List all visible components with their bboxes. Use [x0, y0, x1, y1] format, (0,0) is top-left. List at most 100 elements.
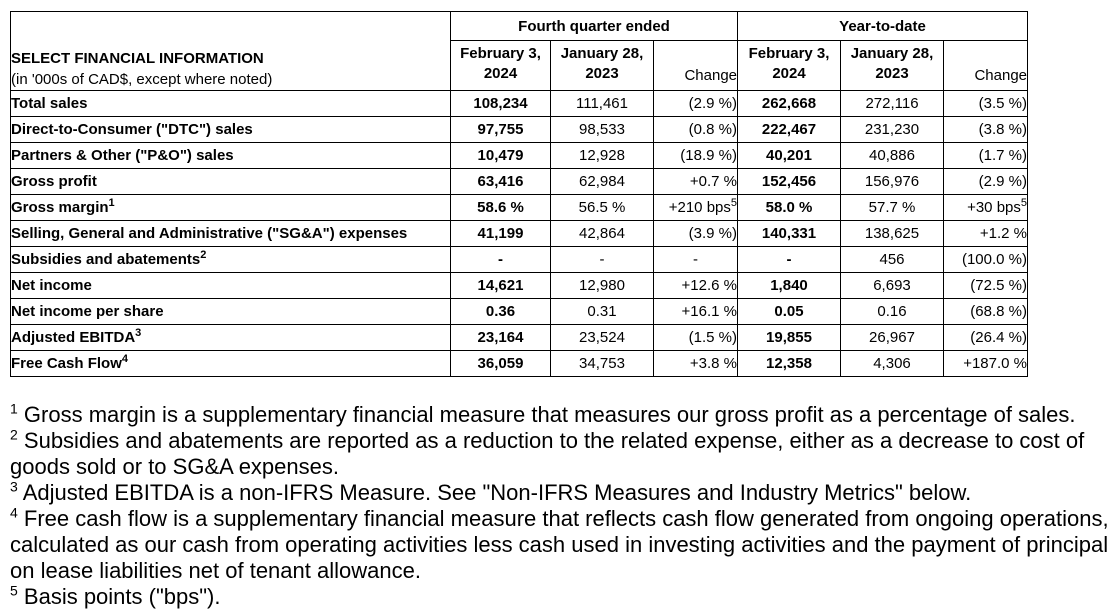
footnote-marker: 1: [108, 197, 115, 209]
cell: 12,358: [737, 350, 841, 377]
row-label: Subsidies and abatements2: [10, 246, 451, 273]
cell: (100.0 %): [943, 246, 1028, 273]
cell: 138,625: [840, 220, 944, 247]
cell: 58.6 %: [450, 194, 551, 221]
row-label: Gross profit: [10, 168, 451, 195]
footnote-marker: 3: [135, 327, 142, 339]
cell: 14,621: [450, 272, 551, 299]
cell: +3.8 %: [653, 350, 738, 377]
cell: 108,234: [450, 90, 551, 117]
cell: 63,416: [450, 168, 551, 195]
group-header-row: SELECT FINANCIAL INFORMATION (in '000s o…: [10, 11, 1028, 91]
cell: (1.5 %): [653, 324, 738, 351]
cell: 4,306: [840, 350, 944, 377]
row-label: Free Cash Flow4: [10, 350, 451, 377]
cell: +16.1 %: [653, 298, 738, 325]
table-row: Net income per share 0.36 0.31 +16.1 % 0.05 0…: [10, 298, 1028, 325]
cell: 23,164: [450, 324, 551, 351]
cell: 6,693: [840, 272, 944, 299]
cell: 40,201: [737, 142, 841, 169]
footnote-marker: 5: [1020, 197, 1027, 209]
row-label: Total sales: [10, 90, 451, 117]
cell: -: [653, 246, 738, 273]
footnote-4: 4 Free cash flow is a supplementary fina…: [10, 504, 1109, 583]
cell: (0.8 %): [653, 116, 738, 143]
cell: 12,980: [550, 272, 654, 299]
cell: 156,976: [840, 168, 944, 195]
cell: -: [450, 246, 551, 273]
cell: 0.31: [550, 298, 654, 325]
table-row: Free Cash Flow4 36,059 34,753 +3.8 % 12,358 4…: [10, 350, 1028, 377]
table-row: Direct-to-Consumer ("DTC") sales 97,755 98…: [10, 116, 1028, 143]
cell: 456: [840, 246, 944, 273]
cell: 34,753: [550, 350, 654, 377]
cell: 0.05: [737, 298, 841, 325]
row-label: Net income per share: [10, 298, 451, 325]
group-header-fourth-quarter: Fourth quarter ended: [450, 11, 738, 41]
table-row: Total sales 108,234 111,461 (2.9 %) 262,668 2…: [10, 90, 1028, 117]
cell: 23,524: [550, 324, 654, 351]
cell: (2.9 %): [943, 168, 1028, 195]
row-label: Adjusted EBITDA3: [10, 324, 451, 351]
cell: 262,668: [737, 90, 841, 117]
cell: +1.2 %: [943, 220, 1028, 247]
cell: 0.36: [450, 298, 551, 325]
cell: +0.7 %: [653, 168, 738, 195]
footnote-number: 1: [10, 400, 18, 417]
footnote-number: 3: [10, 478, 18, 495]
cell: 26,967: [840, 324, 944, 351]
table-row: Net income 14,621 12,980 +12.6 % 1,840 6,693(…: [10, 272, 1028, 299]
col-header-q4-prior: January 28, 2023: [550, 40, 654, 91]
cell: (72.5 %): [943, 272, 1028, 299]
column-header-row: February 3, 2024 January 28, 2023 Change…: [11, 40, 1028, 91]
cell: (18.9 %): [653, 142, 738, 169]
cell: +30 bps5: [943, 194, 1028, 221]
col-header-q4-change: Change: [653, 40, 738, 91]
cell: 1,840: [737, 272, 841, 299]
footnotes: 1 Gross margin is a supplementary financ…: [10, 402, 1110, 610]
footnote-5: 5 Basis points ("bps").: [10, 582, 221, 609]
cell: +12.6 %: [653, 272, 738, 299]
table-row: Partners & Other ("P&O") sales 10,479 12,9…: [10, 142, 1028, 169]
row-label: Selling, General and Administrative ("SG…: [10, 220, 451, 247]
cell: 42,864: [550, 220, 654, 247]
table-row: Gross margin1 58.6 % 56.5 % +210 bps5 58.0 %…: [10, 194, 1028, 221]
cell: (26.4 %): [943, 324, 1028, 351]
cell: 36,059: [450, 350, 551, 377]
row-label: Direct-to-Consumer ("DTC") sales: [10, 116, 451, 143]
cell: (3.5 %): [943, 90, 1028, 117]
cell: +187.0 %: [943, 350, 1028, 377]
table-subtitle: (in '000s of CAD$, except where noted): [11, 71, 273, 88]
cell: 58.0 %: [737, 194, 841, 221]
row-label: Net income: [10, 272, 451, 299]
footnote-number: 2: [10, 426, 18, 443]
col-header-q4-current: February 3, 2024: [450, 40, 551, 91]
cell: 56.5 %: [550, 194, 654, 221]
cell: (3.8 %): [943, 116, 1028, 143]
cell: 97,755: [450, 116, 551, 143]
cell: 41,199: [450, 220, 551, 247]
cell: 222,467: [737, 116, 841, 143]
cell: 140,331: [737, 220, 841, 247]
cell: 231,230: [840, 116, 944, 143]
cell: 111,461: [550, 90, 654, 117]
cell: (2.9 %): [653, 90, 738, 117]
cell: (68.8 %): [943, 298, 1028, 325]
cell: (3.9 %): [653, 220, 738, 247]
cell: 0.16: [840, 298, 944, 325]
footnote-marker: 2: [200, 249, 207, 261]
financial-table: SELECT FINANCIAL INFORMATION (in '000s o…: [10, 11, 1028, 377]
footnote-marker: 5: [730, 197, 737, 209]
cell: 152,456: [737, 168, 841, 195]
table-row: Subsidies and abatements2- - - -456 (100.0 %…: [10, 246, 1028, 273]
group-header-year-to-date: Year-to-date: [737, 11, 1028, 41]
cell: 19,855: [737, 324, 841, 351]
row-label: Gross margin1: [10, 194, 451, 221]
row-label: Partners & Other ("P&O") sales: [10, 142, 451, 169]
table-row: Gross profit 63,416 62,984 +0.7 % 152,456 156…: [10, 168, 1028, 195]
table-row: Adjusted EBITDA3 23,164 23,524 (1.5 %) 19,85…: [10, 324, 1028, 351]
cell: 12,928: [550, 142, 654, 169]
table-row: Selling, General and Administrative ("SG…: [10, 220, 1028, 247]
table-header: SELECT FINANCIAL INFORMATION (in '000s o…: [10, 11, 1028, 91]
